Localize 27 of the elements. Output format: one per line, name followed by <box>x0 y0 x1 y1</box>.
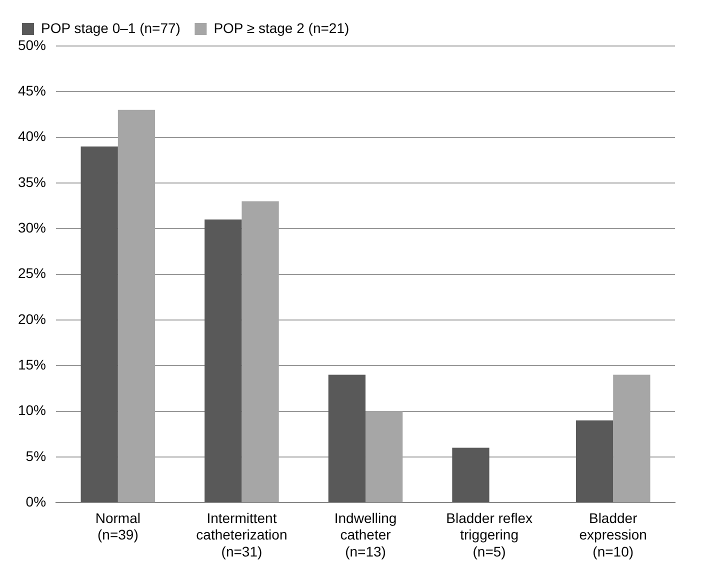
bar <box>80 146 118 502</box>
y-tick-label: 35% <box>18 174 46 190</box>
x-tick-label: Normal (n=39) <box>95 510 140 543</box>
y-tick-label: 25% <box>18 265 46 282</box>
bar <box>118 110 156 502</box>
legend-label: POP stage 0–1 (n=77) <box>41 20 180 36</box>
y-tick-label: 20% <box>18 310 46 327</box>
y-tick-label: 0% <box>26 493 46 510</box>
x-tick-label: Bladder reflex triggering (n=5) <box>446 510 532 560</box>
bar <box>328 374 366 502</box>
bar <box>452 448 490 502</box>
x-tick-label: Intermittent catheterization (n=31) <box>196 510 288 560</box>
bar <box>242 201 279 502</box>
x-tick-label: Bladder expression (n=10) <box>579 510 647 560</box>
y-tick-label: 50% <box>18 36 46 53</box>
x-tick-label: Indwelling catheter (n=13) <box>334 510 397 560</box>
y-tick-label: 15% <box>18 356 46 372</box>
bar <box>204 220 242 502</box>
bar <box>366 411 403 502</box>
bar <box>576 420 614 502</box>
y-tick-label: 45% <box>18 82 46 99</box>
y-tick-label: 40% <box>18 128 46 144</box>
y-tick-label: 30% <box>18 220 46 236</box>
legend-label: POP ≥ stage 2 (n=21) <box>214 20 350 36</box>
y-tick-label: 5% <box>26 448 46 464</box>
y-tick-label: 10% <box>18 402 46 418</box>
bar <box>613 374 650 502</box>
